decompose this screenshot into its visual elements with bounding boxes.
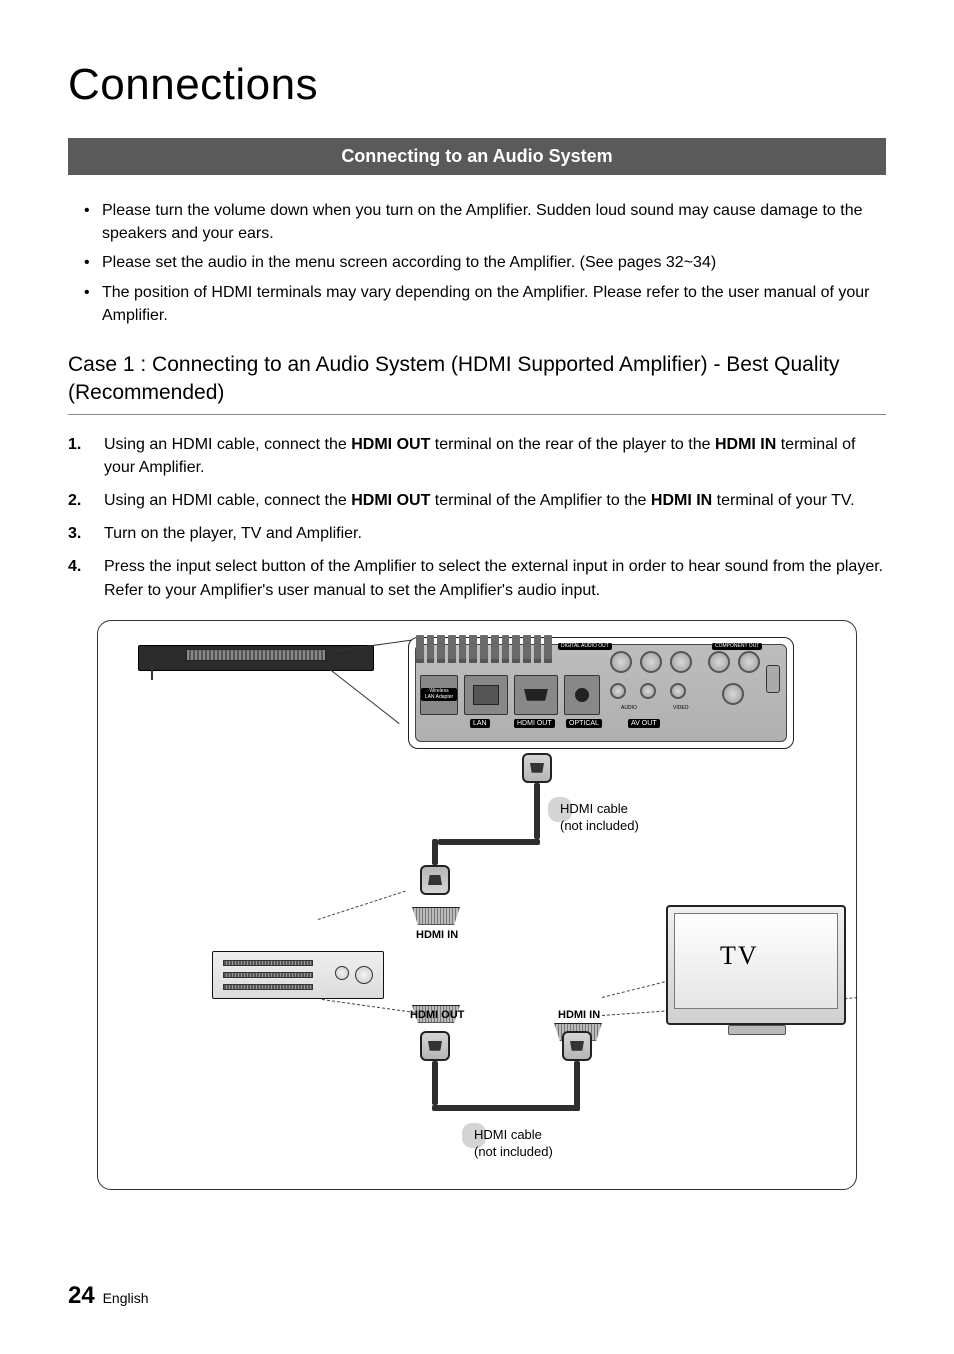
component-jack <box>722 683 744 705</box>
hdmi-cable <box>432 1105 580 1111</box>
optical-port <box>564 675 600 715</box>
cable-label-line: HDMI cable <box>474 1127 542 1144</box>
hdmi-plug-icon <box>522 753 552 783</box>
tv-label: TV <box>720 941 759 971</box>
port-label: OPTICAL <box>566 719 602 728</box>
notice-item: The position of HDMI terminals may vary … <box>88 281 886 327</box>
case-heading: Case 1 : Connecting to an Audio System (… <box>68 351 886 415</box>
amp-display <box>223 984 313 990</box>
hdmi-plug-icon <box>420 865 450 895</box>
port-label: AV OUT <box>628 719 660 728</box>
page-language: English <box>103 1290 149 1306</box>
page-number: 24 <box>68 1282 95 1309</box>
lan-port <box>464 675 508 715</box>
hdmi-out-label: HDMI OUT <box>410 1009 464 1021</box>
step-item: Using an HDMI cable, connect the HDMI OU… <box>68 433 886 479</box>
hdmi-cable <box>438 839 540 845</box>
cable-label: HDMI cable (not included) <box>462 1123 486 1148</box>
step-bold: HDMI IN <box>651 492 712 509</box>
hdmi-out-port <box>514 675 558 715</box>
av-jack <box>610 683 626 699</box>
callout-dash <box>318 890 406 919</box>
player-mini-ports <box>186 649 326 661</box>
av-jack <box>640 683 656 699</box>
av-jack <box>640 651 662 673</box>
hdmi-in-label: HDMI IN <box>558 1009 600 1021</box>
cable-label: HDMI cable (not included) <box>548 797 572 822</box>
amp-knob <box>335 966 349 980</box>
cable-label-line: HDMI cable <box>560 801 628 818</box>
tv-stand <box>728 1025 786 1035</box>
step-bold: HDMI OUT <box>351 492 430 509</box>
hdmi-cable <box>534 783 540 839</box>
av-jack <box>670 683 686 699</box>
hdmi-plug-icon <box>562 1031 592 1061</box>
power-port <box>766 665 780 693</box>
step-text: Turn on the player, TV and Amplifier. <box>104 525 362 542</box>
vent-grill <box>416 635 552 663</box>
notice-item: Please set the audio in the menu screen … <box>88 251 886 274</box>
port-label: Wireless LAN Adapter <box>421 688 457 701</box>
amp-display <box>223 972 313 978</box>
step-text: Using an HDMI cable, connect the <box>104 436 351 453</box>
step-bold: HDMI IN <box>715 436 776 453</box>
hdmi-cable <box>432 839 438 865</box>
port-label: LAN <box>470 719 490 728</box>
step-item: Turn on the player, TV and Amplifier. <box>68 522 886 545</box>
step-text: terminal on the rear of the player to th… <box>430 436 715 453</box>
port-label: DIGITAL AUDIO OUT <box>558 643 612 650</box>
hdmi-cable <box>432 1061 438 1105</box>
port-label: AUDIO <box>618 705 640 712</box>
amplifier-icon <box>212 951 384 999</box>
page-footer: 24 English <box>68 1282 149 1310</box>
port-label: COMPONENT OUT <box>712 643 762 650</box>
component-jack <box>738 651 760 673</box>
cable-label-line: (not included) <box>560 818 639 835</box>
section-banner: Connecting to an Audio System <box>68 138 886 175</box>
notice-item: Please turn the volume down when you tur… <box>88 199 886 245</box>
callout-line <box>330 669 400 724</box>
component-jack <box>708 651 730 673</box>
port-label: VIDEO <box>670 705 692 712</box>
hdmi-plug-icon <box>420 1031 450 1061</box>
hdmi-cable <box>574 1061 580 1111</box>
page-title: Connections <box>68 60 886 110</box>
av-jack <box>670 651 692 673</box>
notice-list: Please turn the volume down when you tur… <box>68 199 886 327</box>
port-label: HDMI OUT <box>514 719 555 728</box>
step-list: Using an HDMI cable, connect the HDMI OU… <box>68 433 886 602</box>
connection-diagram: Wireless LAN Adapter LAN HDMI OUT OPTICA… <box>97 620 857 1190</box>
step-bold: HDMI OUT <box>351 436 430 453</box>
wireless-lan-port: Wireless LAN Adapter <box>420 675 458 715</box>
amp-display <box>223 960 313 966</box>
step-text: terminal of the Amplifier to the <box>430 492 651 509</box>
amp-knob <box>355 966 373 984</box>
av-jack <box>610 651 632 673</box>
step-item: Press the input select button of the Amp… <box>68 555 886 601</box>
step-text: Press the input select button of the Amp… <box>104 558 883 598</box>
step-item: Using an HDMI cable, connect the HDMI OU… <box>68 489 886 512</box>
step-text: Using an HDMI cable, connect the <box>104 492 351 509</box>
step-text: terminal of your TV. <box>712 492 854 509</box>
cable-label-line: (not included) <box>474 1144 553 1161</box>
hdmi-in-label: HDMI IN <box>416 929 458 941</box>
amp-hdmi-in-port <box>412 907 460 925</box>
